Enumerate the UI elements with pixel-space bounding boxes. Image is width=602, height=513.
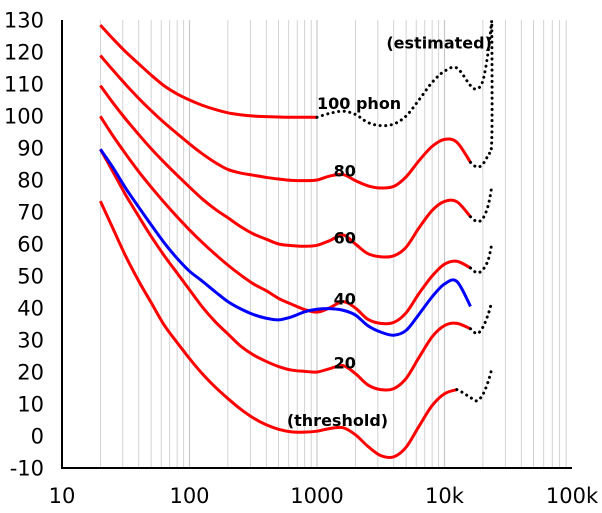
x-tick-label: 10k [425,484,465,508]
series-line-5 [99,24,317,119]
series-line-1 [99,148,472,392]
series-line-estimated-9 [469,242,494,275]
annotation-label: (threshold) [287,411,388,430]
y-tick-label: 90 [17,137,44,161]
y-tick-label: 120 [4,41,44,65]
series-line-comparison [99,148,472,337]
y-tick-label: 110 [4,73,44,97]
series-group [99,18,494,459]
annotation-label: 100 phon [317,94,401,113]
axes [61,20,572,469]
y-tick-label: 30 [17,329,44,353]
annotation-label: 40 [334,289,356,308]
y-axis-tick-labels: -10 0 10 20 30 40 50 60 70 80 90 100 110 120 130 [4,9,44,481]
annotation-label: 60 [334,229,356,248]
y-tick-label: 40 [17,297,44,321]
x-tick-label: 100 [169,484,209,508]
series-line-estimated-11 [455,367,494,403]
y-tick-label: 50 [17,265,44,289]
series-line-estimated-7 [469,18,494,169]
series-line-4 [99,54,472,190]
series-line-3 [99,84,472,259]
series-line-2 [99,115,472,326]
annotations: (estimated) 100 phon 80 60 40 20 (threshold) [287,33,492,430]
y-tick-label: 130 [4,9,44,33]
annotation-label: 20 [334,353,356,372]
y-tick-label: 70 [17,201,44,225]
y-tick-label: 100 [4,105,44,129]
x-tick-label: 1000 [290,484,343,508]
y-tick-label: 60 [17,233,44,257]
x-tick-label: 100k [546,484,599,508]
series-line-estimated-8 [469,184,494,224]
y-tick-label: -10 [10,457,44,481]
x-axis-tick-labels: 10 100 1000 10k 100k [49,484,599,508]
annotation-label: (estimated) [386,33,492,52]
y-tick-label: 10 [17,393,44,417]
y-tick-label: 80 [17,169,44,193]
series-line-0 [99,200,458,459]
y-tick-label: 0 [31,425,44,449]
series-line-estimated-6 [315,18,494,128]
annotation-label: 80 [334,161,356,180]
series-line-estimated-10 [469,300,494,336]
grid [61,20,567,468]
y-tick-label: 20 [17,361,44,385]
x-tick-label: 10 [49,484,76,508]
